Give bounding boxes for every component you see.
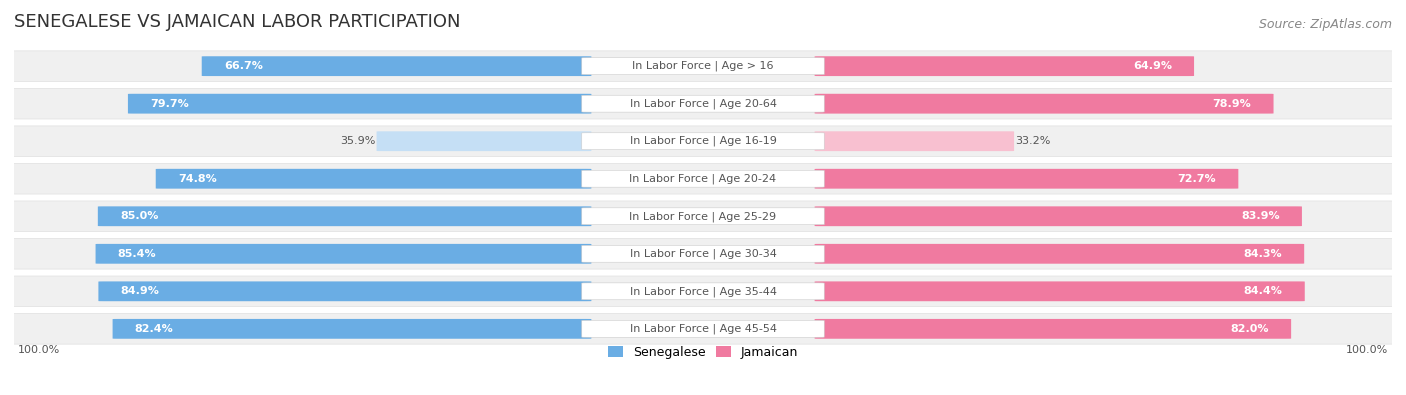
Text: 84.3%: 84.3% [1243,249,1282,259]
FancyBboxPatch shape [7,276,1399,307]
Text: 33.2%: 33.2% [1015,136,1050,146]
Text: 84.4%: 84.4% [1244,286,1282,296]
FancyBboxPatch shape [201,56,592,76]
Text: Source: ZipAtlas.com: Source: ZipAtlas.com [1258,18,1392,31]
FancyBboxPatch shape [582,95,824,112]
Text: 35.9%: 35.9% [340,136,375,146]
Text: In Labor Force | Age 25-29: In Labor Force | Age 25-29 [630,211,776,222]
FancyBboxPatch shape [128,94,592,114]
FancyBboxPatch shape [582,320,824,337]
Text: In Labor Force | Age > 16: In Labor Force | Age > 16 [633,61,773,71]
FancyBboxPatch shape [814,206,1302,226]
FancyBboxPatch shape [814,131,1014,151]
Text: 82.0%: 82.0% [1230,324,1270,334]
FancyBboxPatch shape [814,169,1239,189]
FancyBboxPatch shape [814,56,1194,76]
FancyBboxPatch shape [582,170,824,187]
FancyBboxPatch shape [7,51,1399,81]
FancyBboxPatch shape [98,281,592,301]
Text: In Labor Force | Age 20-24: In Labor Force | Age 20-24 [630,173,776,184]
FancyBboxPatch shape [112,319,592,339]
FancyBboxPatch shape [7,314,1399,344]
FancyBboxPatch shape [98,206,592,226]
Text: In Labor Force | Age 30-34: In Labor Force | Age 30-34 [630,248,776,259]
Text: 72.7%: 72.7% [1178,174,1216,184]
Text: 83.9%: 83.9% [1241,211,1279,221]
Legend: Senegalese, Jamaican: Senegalese, Jamaican [603,341,803,364]
Text: 66.7%: 66.7% [224,61,263,71]
Text: In Labor Force | Age 35-44: In Labor Force | Age 35-44 [630,286,776,297]
FancyBboxPatch shape [582,208,824,225]
FancyBboxPatch shape [7,201,1399,231]
FancyBboxPatch shape [7,88,1399,119]
Text: In Labor Force | Age 20-64: In Labor Force | Age 20-64 [630,98,776,109]
FancyBboxPatch shape [814,319,1291,339]
FancyBboxPatch shape [582,283,824,300]
Text: 82.4%: 82.4% [135,324,173,334]
Text: 84.9%: 84.9% [121,286,159,296]
Text: 79.7%: 79.7% [150,99,188,109]
Text: In Labor Force | Age 45-54: In Labor Force | Age 45-54 [630,324,776,334]
FancyBboxPatch shape [96,244,592,264]
Text: 100.0%: 100.0% [18,345,60,355]
FancyBboxPatch shape [814,244,1305,264]
FancyBboxPatch shape [7,164,1399,194]
Text: 78.9%: 78.9% [1213,99,1251,109]
Text: 100.0%: 100.0% [1346,345,1388,355]
FancyBboxPatch shape [582,245,824,262]
Text: In Labor Force | Age 16-19: In Labor Force | Age 16-19 [630,136,776,147]
Text: SENEGALESE VS JAMAICAN LABOR PARTICIPATION: SENEGALESE VS JAMAICAN LABOR PARTICIPATI… [14,13,461,31]
FancyBboxPatch shape [156,169,592,189]
FancyBboxPatch shape [582,133,824,150]
FancyBboxPatch shape [377,131,592,151]
FancyBboxPatch shape [814,94,1274,114]
Text: 74.8%: 74.8% [177,174,217,184]
FancyBboxPatch shape [7,126,1399,156]
Text: 64.9%: 64.9% [1133,61,1173,71]
FancyBboxPatch shape [7,239,1399,269]
FancyBboxPatch shape [814,281,1305,301]
Text: 85.4%: 85.4% [118,249,156,259]
FancyBboxPatch shape [582,58,824,75]
Text: 85.0%: 85.0% [120,211,159,221]
